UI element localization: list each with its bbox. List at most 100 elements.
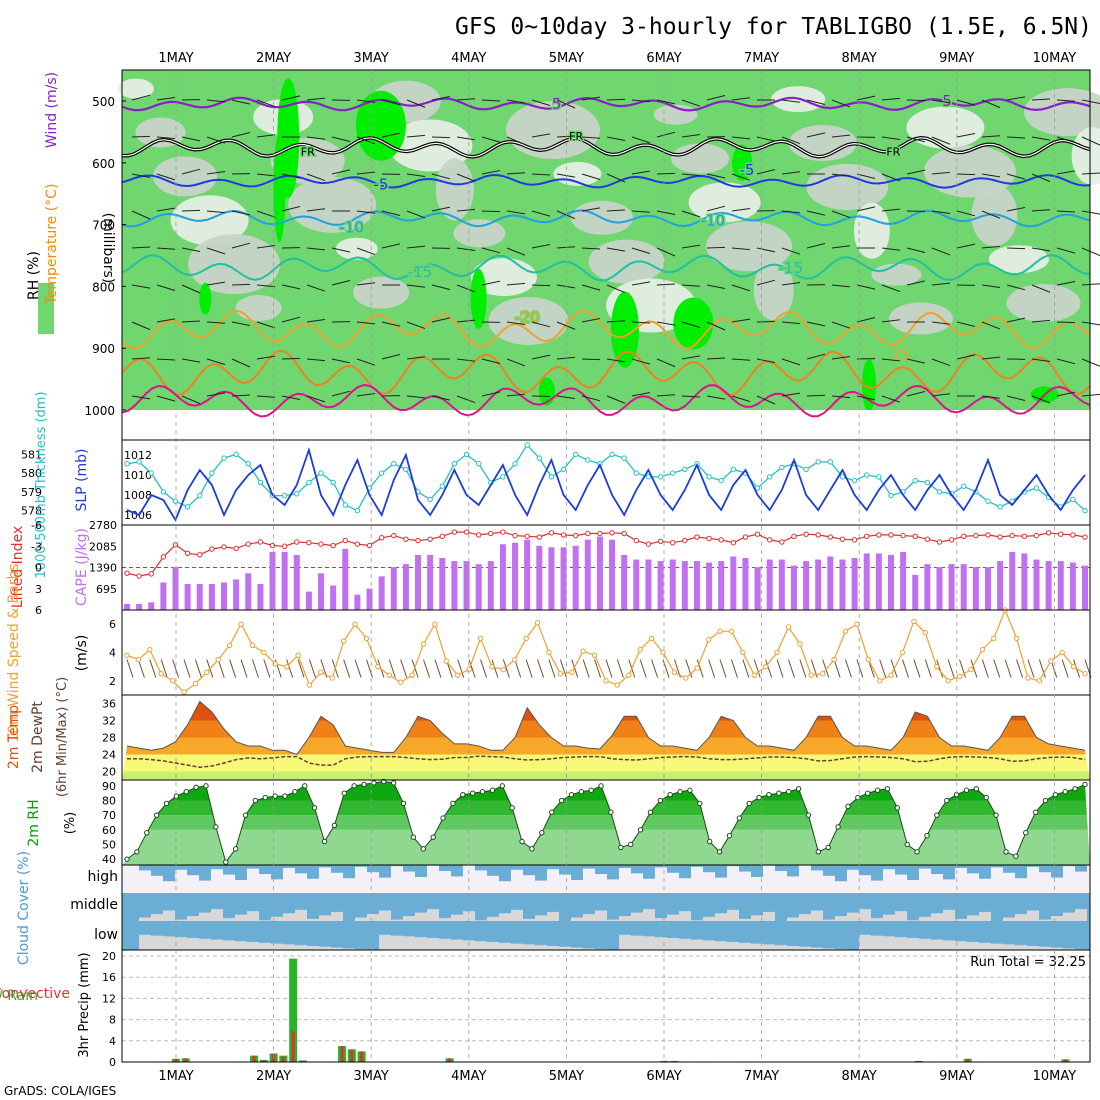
isotherm-label: -15 xyxy=(408,263,433,281)
cape-tick-label: 2780 xyxy=(89,519,117,532)
wind-barb-10m xyxy=(229,659,237,678)
rh-tick-label: 90 xyxy=(102,780,116,793)
slp-axis-label: SLP (mb) xyxy=(74,448,90,511)
wind-speed-series-point xyxy=(819,671,826,677)
wind-barb xyxy=(981,99,1001,109)
wind-barb xyxy=(631,392,651,397)
cloud-mid-bar xyxy=(595,910,607,921)
wind-speed-series-point xyxy=(683,675,689,681)
thickness-series-point xyxy=(1070,496,1076,503)
wind-barb xyxy=(531,210,551,217)
wind-barb xyxy=(1056,391,1076,397)
cape-bar xyxy=(887,554,894,610)
rh-series-point xyxy=(677,789,683,795)
wind-barb-10m xyxy=(525,659,533,678)
cape-bar xyxy=(1021,553,1028,610)
wind-barb-10m xyxy=(1004,659,1012,678)
cloud-mid-bar xyxy=(487,916,499,921)
wind-barb-10m xyxy=(594,659,602,678)
lifted-index-series-point xyxy=(354,541,361,547)
wind-barb xyxy=(1031,173,1051,183)
thickness-series-point xyxy=(839,474,846,480)
temp-axis-label: 2m Temp xyxy=(6,705,22,769)
rh-series-point xyxy=(252,797,259,804)
wind-barb xyxy=(706,357,726,360)
wind-barb xyxy=(1031,395,1051,404)
thickness-series-point xyxy=(500,474,506,480)
cloud-low-bar xyxy=(763,944,775,950)
thickness-series-point xyxy=(342,502,348,508)
lifted-index-series-point xyxy=(876,532,882,538)
wind-barb xyxy=(406,321,426,330)
precip-convective-bar xyxy=(917,1060,921,1062)
thickness-series-point xyxy=(985,498,991,504)
lifted-index-series-point xyxy=(536,534,543,540)
cloud-high-bar xyxy=(331,865,343,873)
wind-barb xyxy=(281,316,301,323)
rh-series-point xyxy=(776,790,782,796)
wind-barb xyxy=(231,394,251,397)
cloud-low-bar xyxy=(283,944,295,950)
thickness-series-point xyxy=(451,461,458,467)
wind-barb-10m xyxy=(730,659,738,678)
rh-series-point xyxy=(124,856,130,862)
wind-barb-10m xyxy=(993,659,1001,678)
wind-barb xyxy=(1056,247,1076,254)
wind-barb xyxy=(356,171,376,175)
cloud-high-bar xyxy=(823,865,835,876)
precip-convective-bar xyxy=(340,1046,344,1062)
wind-barb xyxy=(231,210,251,216)
wind-barb xyxy=(506,136,526,146)
wind-barb xyxy=(156,284,176,291)
cape-bar xyxy=(875,553,882,610)
dewpoint-axis-label: 2m DewPt xyxy=(30,701,46,773)
cloud-high-bar xyxy=(571,865,583,880)
wind-speed-series-point xyxy=(979,646,986,653)
cape-bar xyxy=(790,565,797,610)
chart-title: GFS 0~10day 3-hourly for TABLIGBO (1.5E,… xyxy=(455,14,1092,40)
wind-barb xyxy=(781,210,801,214)
wind-barb xyxy=(806,132,826,138)
rh-series-point xyxy=(865,790,871,796)
lifted-index-axis-label: Lifted Index xyxy=(10,526,26,608)
wind-speed-series-point xyxy=(135,656,142,663)
wind-barb-10m xyxy=(1027,659,1035,678)
cape-tick-label: 2085 xyxy=(89,540,117,553)
cloud-high-bar xyxy=(955,865,967,868)
wind-barb-10m xyxy=(947,659,955,678)
wind-barb xyxy=(881,208,901,212)
wind-barb-10m xyxy=(651,659,659,678)
cloud-high-bar xyxy=(163,865,175,882)
rh-series-point xyxy=(134,849,140,855)
wind-barb xyxy=(756,395,776,405)
wind-barb xyxy=(281,284,301,290)
cloud-low-bar xyxy=(823,948,835,950)
wind-speed-series-point xyxy=(705,637,712,643)
isotherm-label: -5 xyxy=(739,161,754,179)
wind-speed-series-point xyxy=(455,672,461,678)
wind-barb-10m xyxy=(696,659,704,678)
cloud-high-bar xyxy=(631,865,643,874)
cloud-high-bar xyxy=(499,865,511,882)
wind-barb xyxy=(681,133,701,138)
wind-barb-10m xyxy=(548,659,556,678)
cloud-mid-bar xyxy=(307,918,319,921)
cloud-low-bar xyxy=(583,948,595,950)
wind-barb xyxy=(656,99,676,105)
thickness-series-point xyxy=(184,504,191,510)
rh-series-point xyxy=(647,809,654,815)
rh-saturated-patch xyxy=(610,291,639,368)
cloud-mid-bar xyxy=(631,912,643,921)
wind-barb xyxy=(631,321,651,324)
cloud-high-bar xyxy=(1063,865,1075,867)
cape-bar xyxy=(136,603,143,610)
cloud-low-bar xyxy=(907,938,919,950)
rh-dry-patch xyxy=(588,239,665,284)
rh-dry-patch xyxy=(453,219,506,248)
wind-barb xyxy=(306,208,326,212)
cloud-row-label: high xyxy=(87,869,118,885)
wind-speed-series-point xyxy=(728,628,735,634)
wind-barb xyxy=(356,210,376,214)
wind-speed-series-point xyxy=(329,675,335,681)
wind-barb xyxy=(831,99,851,108)
